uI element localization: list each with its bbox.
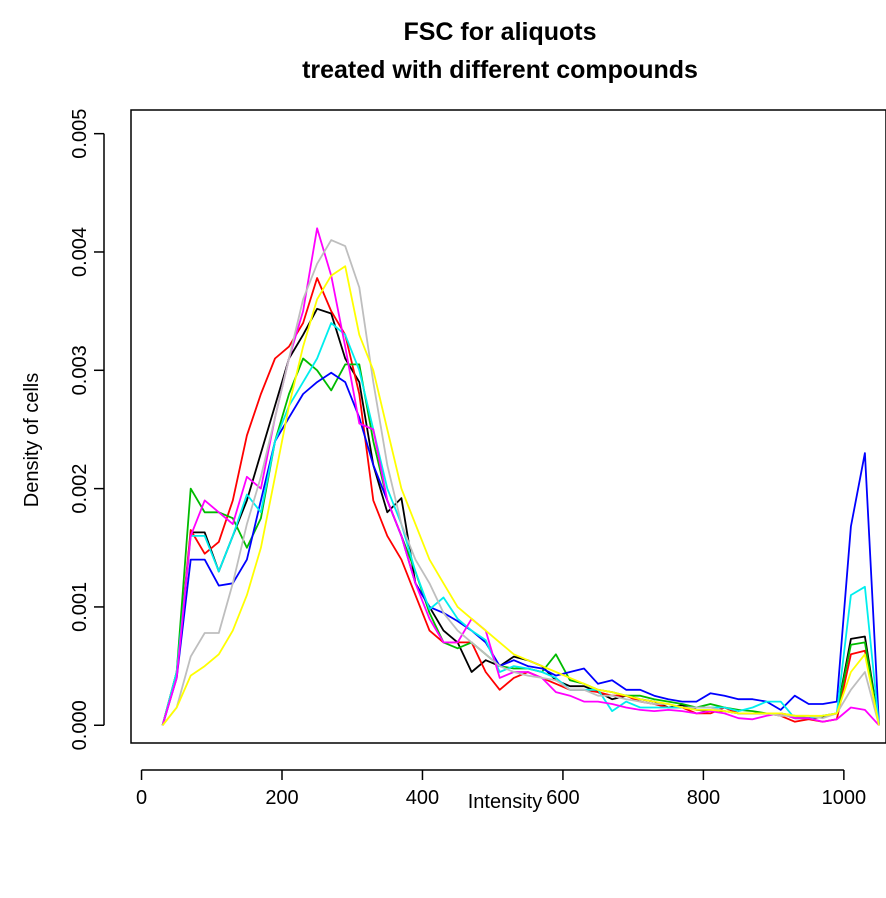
plot-box [130, 109, 886, 744]
axes-layer: 0 200 400 600 800 1000 0.000 0.001 0.002 0.003 0.0… [69, 109, 866, 809]
chart-subtitle: treated with different compounds [302, 56, 698, 84]
series-line-5 [161, 322, 880, 726]
x-axis-label: Intensity [468, 791, 542, 813]
y-tick-label: 0.002 [69, 464, 91, 514]
x-tick-label: 0 [136, 787, 147, 809]
y-tick-label: 0.004 [69, 227, 91, 277]
series-layer [161, 227, 880, 726]
x-tick-label: 400 [406, 787, 439, 809]
x-tick-label: 600 [546, 787, 579, 809]
y-tick-label: 0.003 [69, 345, 91, 395]
y-tick-label: 0.005 [69, 109, 91, 159]
x-tick-label: 800 [687, 787, 720, 809]
series-line-8 [161, 265, 880, 726]
series-line-4 [161, 371, 880, 726]
chart-title: FSC for aliquots [403, 18, 596, 46]
x-tick-label: 200 [265, 787, 298, 809]
x-tick-label: 1000 [822, 787, 867, 809]
y-axis-label: Density of cells [21, 373, 43, 508]
y-tick-label: 0.000 [69, 700, 91, 750]
y-tick-label: 0.001 [69, 582, 91, 632]
series-line-3 [161, 357, 880, 726]
